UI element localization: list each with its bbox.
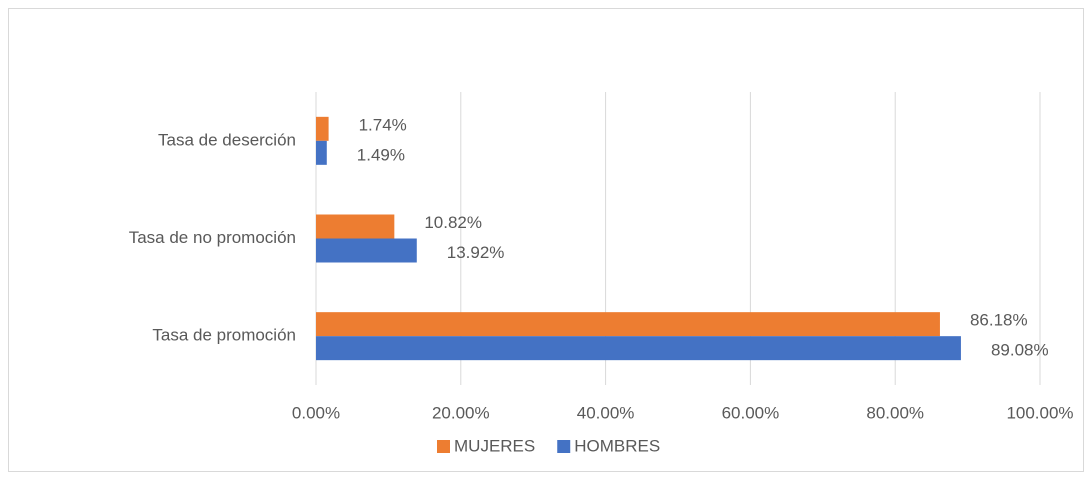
- bar: [316, 238, 417, 263]
- x-tick-label: 0.00%: [292, 403, 340, 422]
- x-tick-label: 20.00%: [432, 403, 490, 422]
- y-tick-label: Tasa de deserción: [158, 130, 296, 149]
- bar: [316, 140, 327, 165]
- value-label: 1.49%: [357, 145, 405, 164]
- x-tick-label: 80.00%: [866, 403, 924, 422]
- value-label: 86.18%: [970, 311, 1028, 330]
- legend-label: HOMBRES: [574, 436, 660, 455]
- bar: [316, 312, 940, 337]
- x-tick-label: 100.00%: [1006, 403, 1073, 422]
- value-label: 1.74%: [359, 115, 407, 134]
- bar: [316, 214, 395, 239]
- y-tick-label: Tasa de promoción: [152, 326, 296, 345]
- value-label: 13.92%: [447, 243, 505, 262]
- value-label: 89.08%: [991, 341, 1049, 360]
- bar: [316, 116, 329, 141]
- chart-border: [8, 8, 1084, 472]
- legend-swatch: [437, 440, 450, 453]
- legend-label: MUJERES: [454, 436, 535, 455]
- bar: [316, 336, 961, 361]
- x-tick-label: 60.00%: [722, 403, 780, 422]
- y-tick-label: Tasa de no promoción: [129, 228, 296, 247]
- x-tick-label: 40.00%: [577, 403, 635, 422]
- value-label: 10.82%: [424, 213, 482, 232]
- legend-swatch: [557, 440, 571, 453]
